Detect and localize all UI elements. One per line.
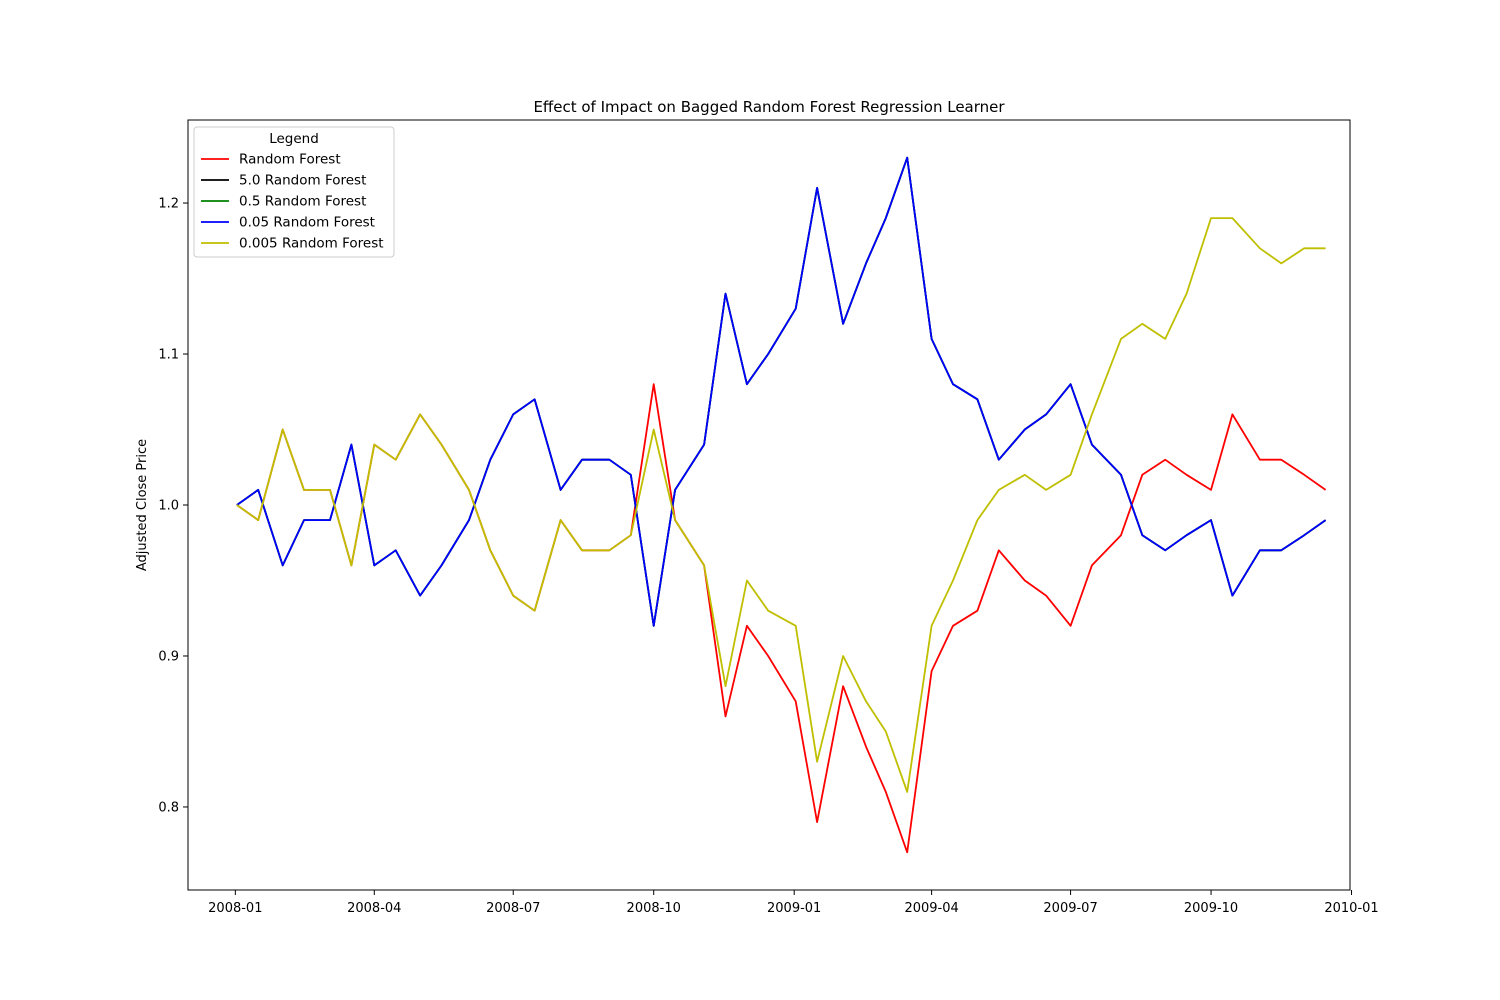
legend-label-4: 0.005 Random Forest (239, 236, 384, 252)
x-tick-label: 2008-01 (208, 901, 262, 916)
x-tick-label: 2008-04 (347, 901, 401, 916)
y-tick-label: 0.8 (158, 800, 179, 815)
series-line-1 (236, 156, 1327, 627)
x-tick-label: 2009-10 (1184, 901, 1238, 916)
series-line-4 (236, 217, 1326, 793)
y-tick-label: 1.0 (158, 499, 179, 514)
series-line-3 (236, 156, 1327, 627)
x-tick-label: 2009-07 (1043, 901, 1097, 916)
x-tick-label: 2008-07 (486, 901, 540, 916)
legend: Legend Random Forest 5.0 Random Forest 0.5… (193, 126, 395, 258)
legend-label-0: Random Forest (239, 152, 341, 168)
x-tick-label: 2009-04 (904, 901, 958, 916)
x-tick-label: 2010-01 (1324, 901, 1378, 916)
y-axis-label: Adjusted Close Price (135, 439, 150, 571)
legend-label-2: 0.5 Random Forest (239, 194, 366, 210)
legend-title: Legend (269, 131, 319, 147)
x-tick-label: 2009-01 (767, 901, 821, 916)
y-axis: 0.8 0.9 1.0 1.1 1.2 (158, 197, 188, 815)
x-axis: 2008-01 2008-04 2008-07 2008-10 2009-01 2009-… (208, 890, 1379, 916)
y-tick-label: 1.1 (158, 348, 179, 363)
x-tick-label: 2008-10 (627, 901, 681, 916)
series-line-2 (236, 156, 1327, 627)
y-tick-label: 1.2 (158, 197, 179, 212)
y-tick-label: 0.9 (158, 649, 179, 664)
legend-label-1: 5.0 Random Forest (239, 173, 366, 189)
legend-label-3: 0.05 Random Forest (239, 215, 375, 231)
chart-title: Effect of Impact on Bagged Random Forest… (533, 98, 1005, 116)
legend-box (193, 126, 395, 258)
